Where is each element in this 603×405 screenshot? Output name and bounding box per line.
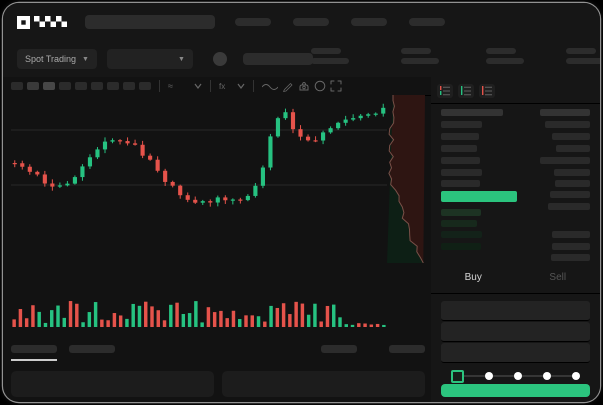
svg-text:fx: fx [219,82,225,91]
svg-text:≈: ≈ [168,81,173,91]
